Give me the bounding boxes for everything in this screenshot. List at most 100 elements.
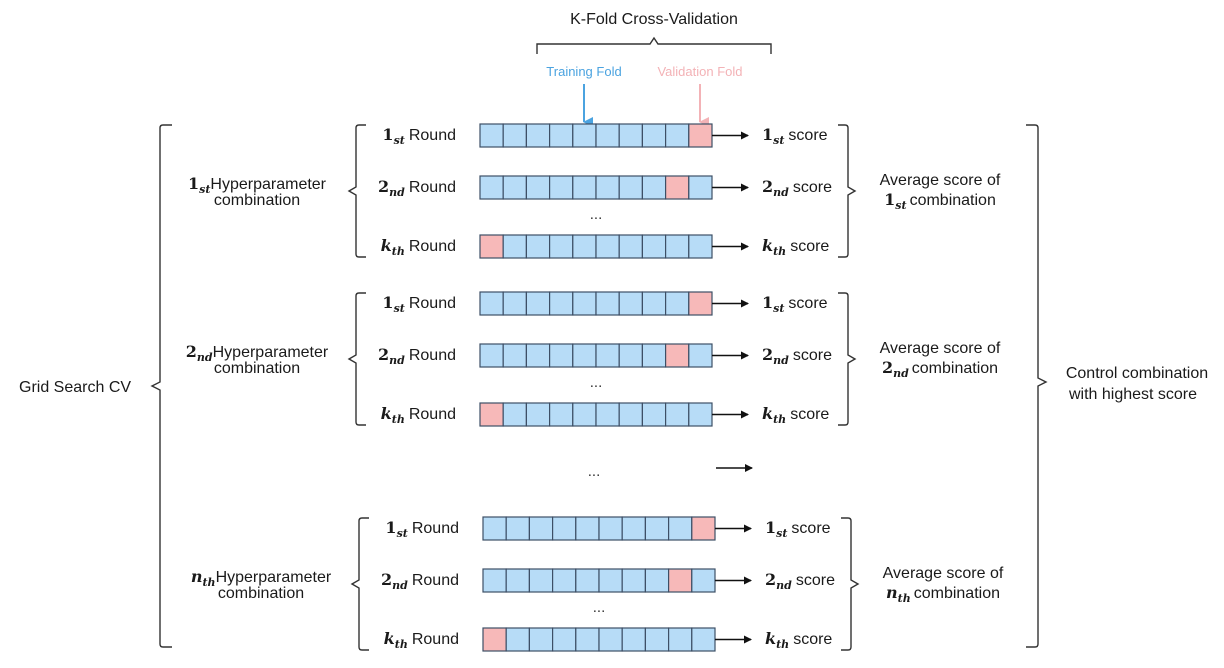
validation-fold-cell [667,568,693,593]
average-combination-word: combination [912,360,998,377]
round-word: Round [409,295,456,312]
score-label: 1st score [762,125,828,147]
training-fold-cell [525,402,551,427]
training-fold-cell [502,123,528,148]
average-ordinal-suffix: th [898,592,911,605]
average-ordinal: 1 [884,190,895,209]
training-fold-cell [479,343,504,368]
training-fold-cell [482,568,507,593]
training-fold-cell [621,516,647,541]
kfold-title: K-Fold Cross-Validation [570,11,738,28]
training-fold-cell [525,123,551,148]
validation-fold-cell [479,402,504,427]
average-score-label: Average score of [883,565,1004,582]
training-fold-cell [548,234,574,259]
score-ordinal-suffix: th [773,413,786,426]
round-ordinal: 2 [378,345,389,364]
average-score-combination: 1st combination [884,190,996,212]
hyperparameter-label: 1stHyperparameter [188,174,327,196]
score-ordinal: 1 [762,125,773,144]
training-fold-cell [664,291,690,316]
training-fold-cell [621,627,647,652]
round-word: Round [409,127,456,144]
training-fold-cell [641,291,667,316]
validation-fold-cell [691,516,716,541]
training-fold-cell [528,627,554,652]
training-fold-cell [595,123,620,148]
round-row: kth Round kth score [381,234,829,259]
training-fold-cell [572,123,597,148]
score-label: kth score [762,404,829,426]
final-brace [1026,124,1048,648]
round-word: Round [409,406,456,423]
round-label: 2nd Round [381,570,459,592]
round-label: kth Round [381,236,456,258]
score-word: score [788,295,827,312]
round-ordinal: 2 [378,177,389,196]
score-label: 2nd score [765,570,835,592]
round-ordinal-suffix: st [394,134,405,147]
score-word: score [790,238,829,255]
average-score-combination: 2nd combination [882,358,998,380]
score-word: score [790,406,829,423]
round-word: Round [409,347,456,364]
score-ordinal: k [762,236,773,255]
training-fold-cell [641,123,667,148]
round-label: 1st Round [382,293,456,315]
training-fold-cell [502,402,528,427]
training-fold-cell [664,123,690,148]
hyperparameter-combination-word: combination [214,192,300,209]
training-fold-cell [572,234,597,259]
round-group-right-brace [841,517,860,651]
grid-search-group: Grid Search CV [19,124,172,648]
average-ordinal-suffix: nd [893,367,909,380]
training-fold-cell [548,402,574,427]
training-fold-cell [575,568,600,593]
training-fold-cell [505,627,531,652]
training-fold-cell [505,568,531,593]
training-fold-cell [575,627,600,652]
hyperparameter-word: Hyperparameter [210,176,326,193]
training-fold-cell [641,234,667,259]
round-row: 2nd Round 2nd score [378,343,832,368]
round-ordinal-suffix: st [397,527,408,540]
training-fold-cell [502,291,528,316]
score-label: kth score [762,236,829,258]
score-label: 1st score [765,518,831,540]
training-fold-cell [502,175,528,200]
training-fold-cell [641,402,667,427]
average-ordinal: 2 [882,358,893,377]
round-row: 2nd Round 2nd score [381,568,835,593]
score-label: kth score [765,629,832,651]
round-word: Round [412,520,459,537]
round-label: 2nd Round [378,177,456,199]
round-ordinal: k [381,404,392,423]
round-ordinal: 1 [382,293,393,312]
score-word: score [793,631,832,648]
training-fold-cell [482,516,507,541]
training-fold-cell [618,175,644,200]
round-word: Round [412,631,459,648]
training-fold-cell [551,516,577,541]
training-fold-cell [598,627,623,652]
training-fold-cell [644,516,670,541]
training-fold-cell [691,568,716,593]
training-fold-cell [641,343,667,368]
round-label: kth Round [381,404,456,426]
training-fold-cell [688,343,713,368]
training-fold-cell [479,175,504,200]
final-label-line1: Control combination [1066,365,1208,382]
score-ordinal-suffix: nd [773,354,789,367]
training-fold-cell [595,291,620,316]
average-ordinal-suffix: st [895,199,906,212]
training-fold-cell [688,234,713,259]
round-group-left-brace [350,517,369,651]
round-ordinal-suffix: nd [389,186,405,199]
validation-fold-label: Validation Fold [657,64,742,79]
round-row: 1st Round 1st score [382,291,828,316]
round-label: kth Round [384,629,459,651]
kfold-brace [536,36,772,54]
round-row: kth Round kth score [381,402,829,427]
